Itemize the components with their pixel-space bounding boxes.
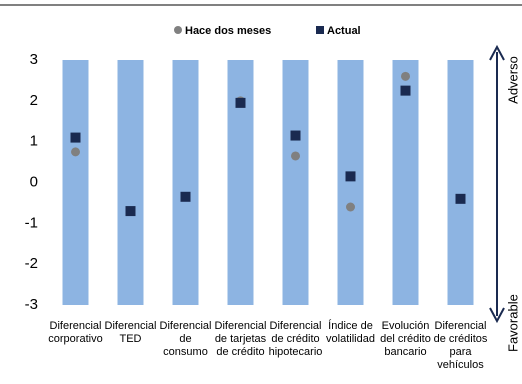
legend-marker: [174, 26, 182, 34]
legend-label: Hace dos meses: [185, 25, 271, 37]
x-tick-label-line: Diferencial: [160, 320, 212, 332]
x-tick-label-line: corporativo: [48, 333, 102, 345]
x-tick-label: Índice de volatilidad: [326, 319, 375, 345]
range-bar: [447, 60, 474, 305]
arrow-head-up: [489, 44, 505, 61]
x-tick-label-line: del crédito: [380, 333, 431, 345]
y-tick-label: 2: [30, 92, 38, 109]
x-tick-label: Diferencial TED: [105, 320, 157, 345]
y-tick-label: 3: [30, 51, 38, 68]
x-tick-label-line: Índice de: [328, 319, 373, 332]
x-tick-label: Diferencial de consumo: [160, 320, 212, 358]
x-tick-label: Diferencial de crédito hipotecario: [269, 320, 323, 358]
x-tick-label: Diferencial de tarjetas de crédito: [215, 320, 267, 358]
legend-marker: [316, 26, 324, 34]
point: [400, 85, 411, 96]
point: [345, 171, 356, 182]
x-tick-label-line: Diferencial: [50, 320, 102, 332]
x-tick-label-line: hipotecario: [269, 346, 323, 358]
legend-label: Actual: [327, 25, 361, 37]
range-bar: [337, 60, 364, 305]
range-bar: [392, 60, 419, 305]
x-tick-label-line: de tarjetas: [215, 333, 267, 345]
x-tick-label-line: Diferencial: [105, 320, 157, 332]
range-bar: [62, 60, 89, 305]
point: [346, 202, 355, 212]
arrow-head-down: [489, 307, 505, 324]
x-tick-label: Diferencial corporativo: [48, 320, 102, 345]
x-tick-label-line: vehículos: [437, 359, 484, 371]
x-tick-label-line: Evolución: [382, 320, 430, 332]
point: [291, 151, 300, 161]
point: [71, 147, 80, 157]
point: [235, 97, 246, 108]
y-tick-label: 0: [30, 173, 38, 190]
point: [455, 193, 466, 204]
point: [70, 132, 81, 143]
x-tick-label-line: volatilidad: [326, 333, 375, 345]
x-tick-label-line: consumo: [163, 346, 208, 358]
range-bar: [172, 60, 199, 305]
x-tick-label-line: para: [449, 346, 472, 358]
point: [290, 130, 301, 141]
point: [401, 71, 410, 81]
x-tick-label-line: Diferencial: [435, 320, 487, 332]
x-tick-label-line: Diferencial: [215, 320, 267, 332]
range-bar: [282, 60, 309, 305]
annotation-top: Adverso: [505, 56, 520, 104]
y-tick-label: 1: [30, 133, 38, 150]
x-tick-label-line: de crédito: [271, 333, 319, 345]
point: [125, 206, 136, 217]
x-tick-label-line: de crédito: [216, 346, 264, 358]
y-tick-label: -1: [25, 214, 38, 231]
x-tick-label: Evolución del crédito bancario: [380, 320, 431, 358]
x-tick-label-line: de créditos: [434, 333, 488, 345]
x-tick-label-line: Diferencial: [270, 320, 322, 332]
y-tick-label: -2: [25, 255, 38, 272]
y-tick-label: -3: [25, 296, 38, 313]
x-tick-label: Diferencial de créditos para vehículos: [434, 320, 488, 371]
x-tick-label-line: bancario: [384, 346, 426, 358]
range-bar: [117, 60, 144, 305]
point: [180, 191, 191, 202]
annotation-bottom: Favorable: [505, 294, 520, 352]
x-tick-label-line: de: [179, 333, 191, 345]
x-tick-label-line: TED: [120, 333, 142, 345]
